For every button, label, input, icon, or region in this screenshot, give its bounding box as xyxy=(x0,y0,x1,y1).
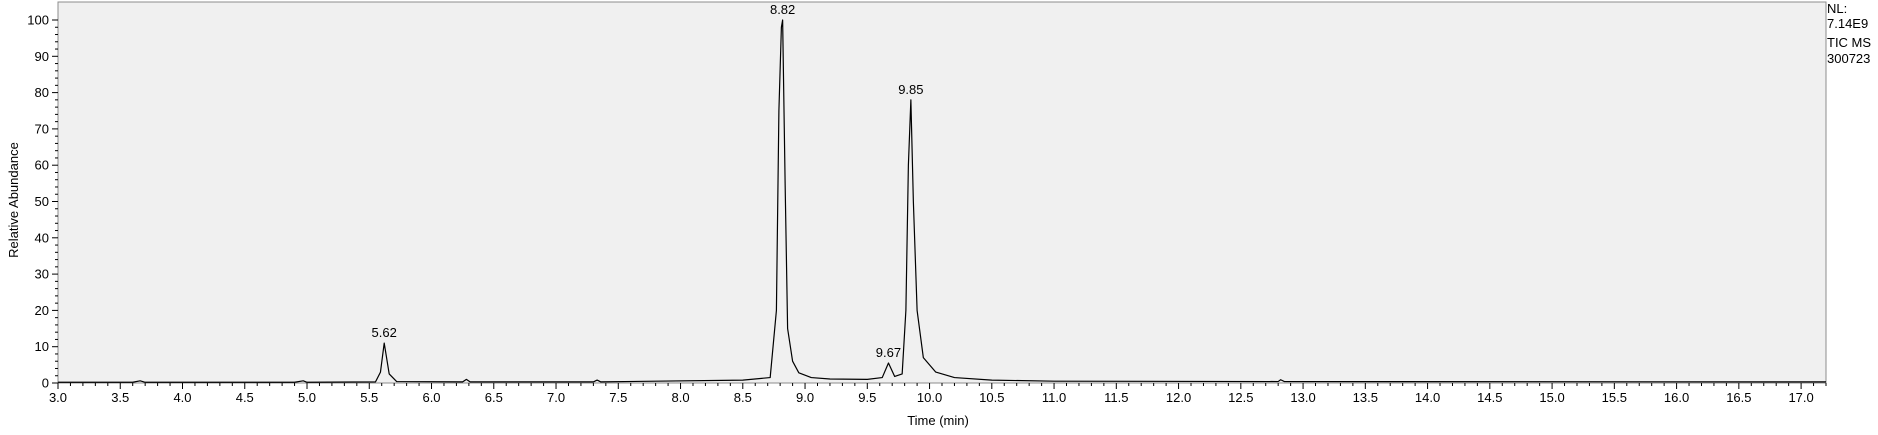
x-tick-label: 7.5 xyxy=(609,390,627,405)
x-tick-label: 5.0 xyxy=(298,390,316,405)
x-tick-label: 7.0 xyxy=(547,390,565,405)
y-axis-title: Relative Abundance xyxy=(6,142,21,258)
y-tick-label: 100 xyxy=(27,13,49,28)
x-tick-label: 10.0 xyxy=(917,390,942,405)
x-tick-label: 5.5 xyxy=(360,390,378,405)
y-tick-label: 60 xyxy=(35,158,49,173)
x-axis: 3.0 3.5 4.0 4.5 5.0 5.5 6.0 6.5 7.0 7.5 8.0 8.5 9.0 9… xyxy=(49,383,1827,405)
x-tick-label: 3.5 xyxy=(111,390,129,405)
y-tick-label: 50 xyxy=(35,194,49,209)
x-tick-label: 12.5 xyxy=(1228,390,1253,405)
x-tick-label: 10.5 xyxy=(979,390,1004,405)
x-tick-label: 8.5 xyxy=(734,390,752,405)
peak-labels: 5.62 8.82 9.67 9.85 xyxy=(372,2,924,360)
scan-type: TIC MS xyxy=(1827,35,1872,50)
nl-label: NL: xyxy=(1827,1,1848,16)
series-layer xyxy=(58,19,1827,383)
x-tick-label: 13.0 xyxy=(1290,390,1315,405)
peak-label: 9.67 xyxy=(876,345,901,360)
x-tick-label: 11.0 xyxy=(1042,390,1066,405)
x-tick-label: 9.0 xyxy=(796,390,814,405)
y-tick-label: 0 xyxy=(42,376,49,391)
x-tick-label: 13.5 xyxy=(1353,390,1378,405)
y-tick-label: 70 xyxy=(35,121,49,136)
y-axis: 0 10 20 30 40 50 60 70 80 90 100 xyxy=(27,13,58,391)
x-tick-label: 4.0 xyxy=(173,390,191,405)
x-tick-label: 6.5 xyxy=(485,390,503,405)
x-axis-title: Time (min) xyxy=(907,413,969,428)
plot-area xyxy=(57,1,1827,384)
x-tick-label: 8.0 xyxy=(671,390,689,405)
y-tick-label: 40 xyxy=(35,230,49,245)
nl-value: 7.14E9 xyxy=(1827,16,1869,31)
y-tick-label: 90 xyxy=(35,49,49,64)
y-tick-label: 30 xyxy=(35,267,49,282)
plot-frame xyxy=(57,1,1827,384)
y-tick-label: 10 xyxy=(35,339,49,354)
x-tick-label: 16.0 xyxy=(1664,390,1689,405)
x-tick-label: 9.5 xyxy=(858,390,876,405)
x-tick-label: 12.0 xyxy=(1166,390,1191,405)
tic-trace xyxy=(58,19,1827,383)
x-tick-label: 16.5 xyxy=(1726,390,1751,405)
peak-label: 9.85 xyxy=(898,82,923,97)
y-tick-label: 20 xyxy=(35,303,49,318)
x-tick-label: 15.5 xyxy=(1602,390,1627,405)
x-tick-label: 17.0 xyxy=(1788,390,1813,405)
y-tick-label: 80 xyxy=(35,85,49,100)
peak-label: 5.62 xyxy=(372,325,397,340)
peak-label: 8.82 xyxy=(770,2,795,17)
x-tick-label: 4.5 xyxy=(236,390,254,405)
x-tick-label: 11.5 xyxy=(1104,390,1128,405)
x-tick-label: 14.5 xyxy=(1477,390,1502,405)
x-tick-label: 14.0 xyxy=(1415,390,1440,405)
x-tick-label: 15.0 xyxy=(1539,390,1564,405)
x-tick-label: 3.0 xyxy=(49,390,67,405)
x-tick-label: 6.0 xyxy=(422,390,440,405)
file-id: 300723 xyxy=(1827,51,1871,66)
